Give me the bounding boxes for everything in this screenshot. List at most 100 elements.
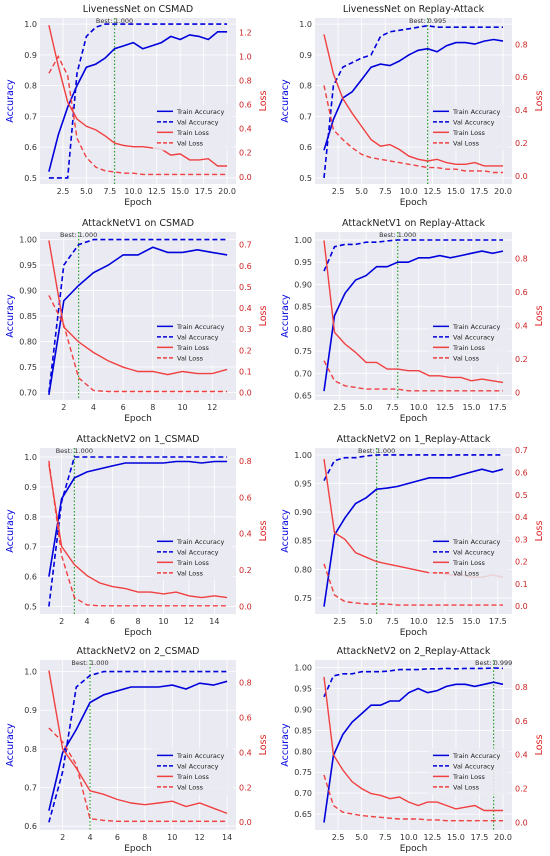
y-right-tick-label: 0.4 [239, 125, 252, 134]
series-line-val-accuracy [48, 456, 228, 607]
legend: Train Accuracy Val Accuracy Train Loss Val … [429, 319, 509, 366]
legend-label: Val Accuracy [453, 762, 495, 770]
chart-panel: AttackNetV2 on 2_CSMAD 2 4 6 8 10 12 14 Epoch 0.6… [5, 646, 269, 854]
y-left-tick-label: 0.65 [294, 392, 312, 401]
y-right-tick-label: 0.5 [515, 491, 528, 500]
y-right-axis-label: Loss [258, 735, 269, 756]
y-right-tick-label: 0.6 [239, 101, 252, 110]
best-annotation: Best: 0.999 [475, 659, 512, 667]
y-right-tick-label: 0.0 [515, 602, 528, 611]
series-line-train-loss [323, 34, 503, 167]
y-right-tick-label: 0.7 [239, 241, 252, 250]
chart-title: AttackNetV1 on CSMAD [82, 218, 194, 229]
legend-label: Val Loss [177, 569, 204, 577]
y-left-tick-label: 0.6 [299, 143, 312, 152]
series-line-train-accuracy [48, 246, 228, 396]
legend: Train Accuracy Val Accuracy Train Loss Val … [153, 319, 233, 366]
y-left-tick-label: 0.70 [294, 369, 312, 378]
y-left-tick-label: 0.9 [24, 483, 37, 492]
legend-label: Val Accuracy [177, 118, 219, 126]
y-left-tick-label: 0.70 [294, 789, 312, 798]
x-tick-label: 7.5 [379, 187, 392, 196]
x-tick-label: 2 [61, 403, 66, 412]
y-right-tick-label: 0.2 [515, 355, 528, 364]
x-tick-label: 17.5 [471, 187, 489, 196]
y-left-tick-label: 0.80 [294, 325, 312, 334]
x-tick-label: 15.0 [463, 403, 481, 412]
y-left-tick-label: 0.9 [24, 706, 37, 715]
y-right-tick-label: 0.4 [515, 513, 528, 522]
x-tick-label: 17.5 [489, 617, 507, 626]
x-tick-label: 10.0 [410, 403, 428, 412]
x-tick-label: 6 [110, 617, 115, 626]
y-left-tick-label: 0.80 [19, 337, 37, 346]
x-tick-label: 10 [177, 403, 187, 412]
x-tick-label: 5.0 [80, 187, 93, 196]
y-right-axis-label: Loss [258, 91, 269, 112]
y-right-tick-label: 0.3 [239, 325, 252, 334]
x-tick-label: 10.0 [400, 833, 418, 842]
x-axis-label: Epoch [400, 414, 428, 424]
y-left-tick-label: 0.85 [294, 303, 312, 312]
series-line-val-loss [48, 54, 228, 176]
x-tick-label: 12.5 [436, 403, 454, 412]
x-tick-label: 8 [142, 833, 147, 842]
y-left-tick-label: 1.0 [24, 453, 37, 462]
y-left-tick-label: 0.80 [294, 747, 312, 756]
plot-area [315, 448, 512, 614]
legend-label: Val Accuracy [177, 333, 219, 341]
series-line-train-loss [48, 670, 228, 815]
y-right-tick-label: 0.8 [515, 683, 528, 692]
y-right-tick-label: 0.6 [515, 73, 528, 82]
y-right-tick-label: 0.0 [239, 818, 252, 827]
y-right-axis-label: Loss [258, 521, 269, 542]
series-line-train-accuracy [323, 468, 504, 607]
legend-label: Train Accuracy [176, 752, 224, 760]
series-line-val-accuracy [48, 670, 228, 823]
y-right-tick-label: 0.0 [239, 173, 252, 182]
y-right-tick-label: 0.0 [239, 603, 252, 612]
y-right-tick-label: 0.5 [239, 283, 252, 292]
legend: Train Accuracy Val Accuracy Train Loss Val … [429, 104, 509, 151]
chart-panel: AttackNetV2 on 1_CSMAD 2 4 6 8 10 12 14 Epoch 0.5… [5, 434, 269, 638]
best-annotation: Best: 1.000 [379, 231, 416, 239]
series-line-val-accuracy [323, 239, 503, 272]
y-left-tick-label: 1.00 [294, 451, 312, 460]
series-line-train-accuracy [323, 681, 504, 823]
legend-label: Train Loss [452, 129, 486, 137]
series-line-train-loss [48, 25, 228, 167]
x-tick-label: 20.0 [494, 187, 512, 196]
series-line-train-loss [48, 464, 228, 599]
y-right-tick-label: 0.6 [239, 714, 252, 723]
x-tick-label: 7.5 [386, 617, 399, 626]
x-tick-label: 17.5 [195, 187, 213, 196]
legend-label: Train Accuracy [452, 752, 500, 760]
y-left-tick-label: 0.85 [19, 312, 37, 321]
y-left-tick-label: 0.6 [24, 143, 37, 152]
x-tick-label: 12.5 [436, 617, 454, 626]
chart-title: AttackNetV2 on 2_Replay-Attack [337, 646, 491, 657]
y-left-tick-label: 0.75 [294, 347, 312, 356]
best-annotation: Best: 1.000 [96, 17, 133, 25]
chart-panel: LivenessNet on CSMAD 2.5 5.0 7.5 10.0 12.5 15.… [5, 4, 269, 208]
y-right-tick-label: 0.0 [515, 172, 528, 181]
x-axis-label: Epoch [400, 628, 428, 638]
x-tick-label: 20.0 [494, 833, 512, 842]
y-right-tick-label: 1.2 [239, 28, 252, 37]
series-line-val-loss [323, 360, 503, 392]
y-right-tick-label: 0.2 [239, 783, 252, 792]
legend: Train Accuracy Val Accuracy Train Loss Val … [153, 748, 233, 795]
y-right-axis-label: Loss [258, 306, 269, 327]
y-left-tick-label: 1.0 [299, 20, 312, 29]
legend-label: Train Accuracy [176, 323, 224, 331]
x-tick-label: 4 [85, 617, 90, 626]
legend-label: Val Loss [453, 354, 480, 362]
x-tick-label: 6 [115, 833, 120, 842]
y-right-tick-label: 0.2 [239, 566, 252, 575]
y-right-tick-label: 0.0 [515, 818, 528, 827]
chart-title: LivenessNet on Replay-Attack [343, 4, 485, 15]
x-tick-label: 10 [167, 833, 177, 842]
x-tick-label: 10.0 [410, 617, 428, 626]
x-tick-label: 7.5 [386, 403, 399, 412]
y-left-tick-label: 0.85 [294, 726, 312, 735]
